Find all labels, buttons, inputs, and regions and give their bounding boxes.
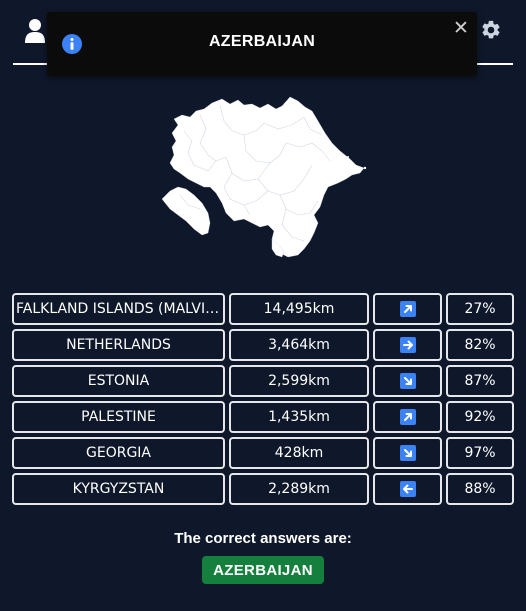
guess-country-label: GEORGIA xyxy=(86,445,151,461)
guess-proximity: 92% xyxy=(446,401,514,433)
guess-row: KYRGYZSTAN 2,289km 88% xyxy=(12,473,514,505)
guess-distance: 1,435km xyxy=(229,401,369,433)
guess-proximity: 88% xyxy=(446,473,514,505)
guess-proximity: 97% xyxy=(446,437,514,469)
guess-proximity: 27% xyxy=(446,293,514,325)
country-silhouette xyxy=(161,96,367,258)
arrow-northeast-icon xyxy=(399,301,416,317)
toast-notification: AZERBAIJAN ✕ xyxy=(47,12,477,76)
guess-proximity: 87% xyxy=(446,365,514,397)
arrow-southeast-icon xyxy=(399,445,416,461)
guess-country: NETHERLANDS xyxy=(12,329,225,361)
guess-country: PALESTINE xyxy=(12,401,225,433)
guess-country-label: PALESTINE xyxy=(81,409,156,425)
guess-country-label: FALKLAND ISLANDS (MALVINAS) xyxy=(16,301,221,317)
guess-country: KYRGYZSTAN xyxy=(12,473,225,505)
guess-row: GEORGIA 428km 97% xyxy=(12,437,514,469)
user-icon[interactable] xyxy=(24,18,46,44)
close-icon[interactable]: ✕ xyxy=(453,17,469,39)
answer-badge: AZERBAIJAN xyxy=(202,556,324,584)
guess-distance: 14,495km xyxy=(229,293,369,325)
guess-country: FALKLAND ISLANDS (MALVINAS) xyxy=(12,293,225,325)
guess-row: NETHERLANDS 3,464km 82% xyxy=(12,329,514,361)
guess-proximity: 82% xyxy=(446,329,514,361)
guess-direction xyxy=(373,437,442,469)
guess-row: PALESTINE 1,435km 92% xyxy=(12,401,514,433)
guess-row: ESTONIA 2,599km 87% xyxy=(12,365,514,397)
toast-title: AZERBAIJAN xyxy=(208,33,316,50)
guess-country-label: ESTONIA xyxy=(87,373,150,389)
gear-icon[interactable] xyxy=(480,19,502,41)
arrow-northeast-icon xyxy=(399,409,416,425)
guess-distance: 3,464km xyxy=(229,329,369,361)
guess-direction xyxy=(373,401,442,433)
arrow-west-icon xyxy=(399,481,416,497)
arrow-southeast-icon xyxy=(399,373,416,389)
guess-country-label: NETHERLANDS xyxy=(66,337,171,353)
guess-direction xyxy=(373,293,442,325)
answers-label: The correct answers are: xyxy=(174,530,352,547)
guess-country: GEORGIA xyxy=(12,437,225,469)
guess-direction xyxy=(373,365,442,397)
guess-country-label: KYRGYZSTAN xyxy=(72,481,165,497)
info-icon xyxy=(62,34,82,54)
arrow-east-icon xyxy=(399,337,416,353)
guess-direction xyxy=(373,473,442,505)
guess-distance: 428km xyxy=(229,437,369,469)
guess-distance: 2,599km xyxy=(229,365,369,397)
guess-row: FALKLAND ISLANDS (MALVINAS) 14,495km 27% xyxy=(12,293,514,325)
guess-distance: 2,289km xyxy=(229,473,369,505)
guess-country: ESTONIA xyxy=(12,365,225,397)
guess-direction xyxy=(373,329,442,361)
